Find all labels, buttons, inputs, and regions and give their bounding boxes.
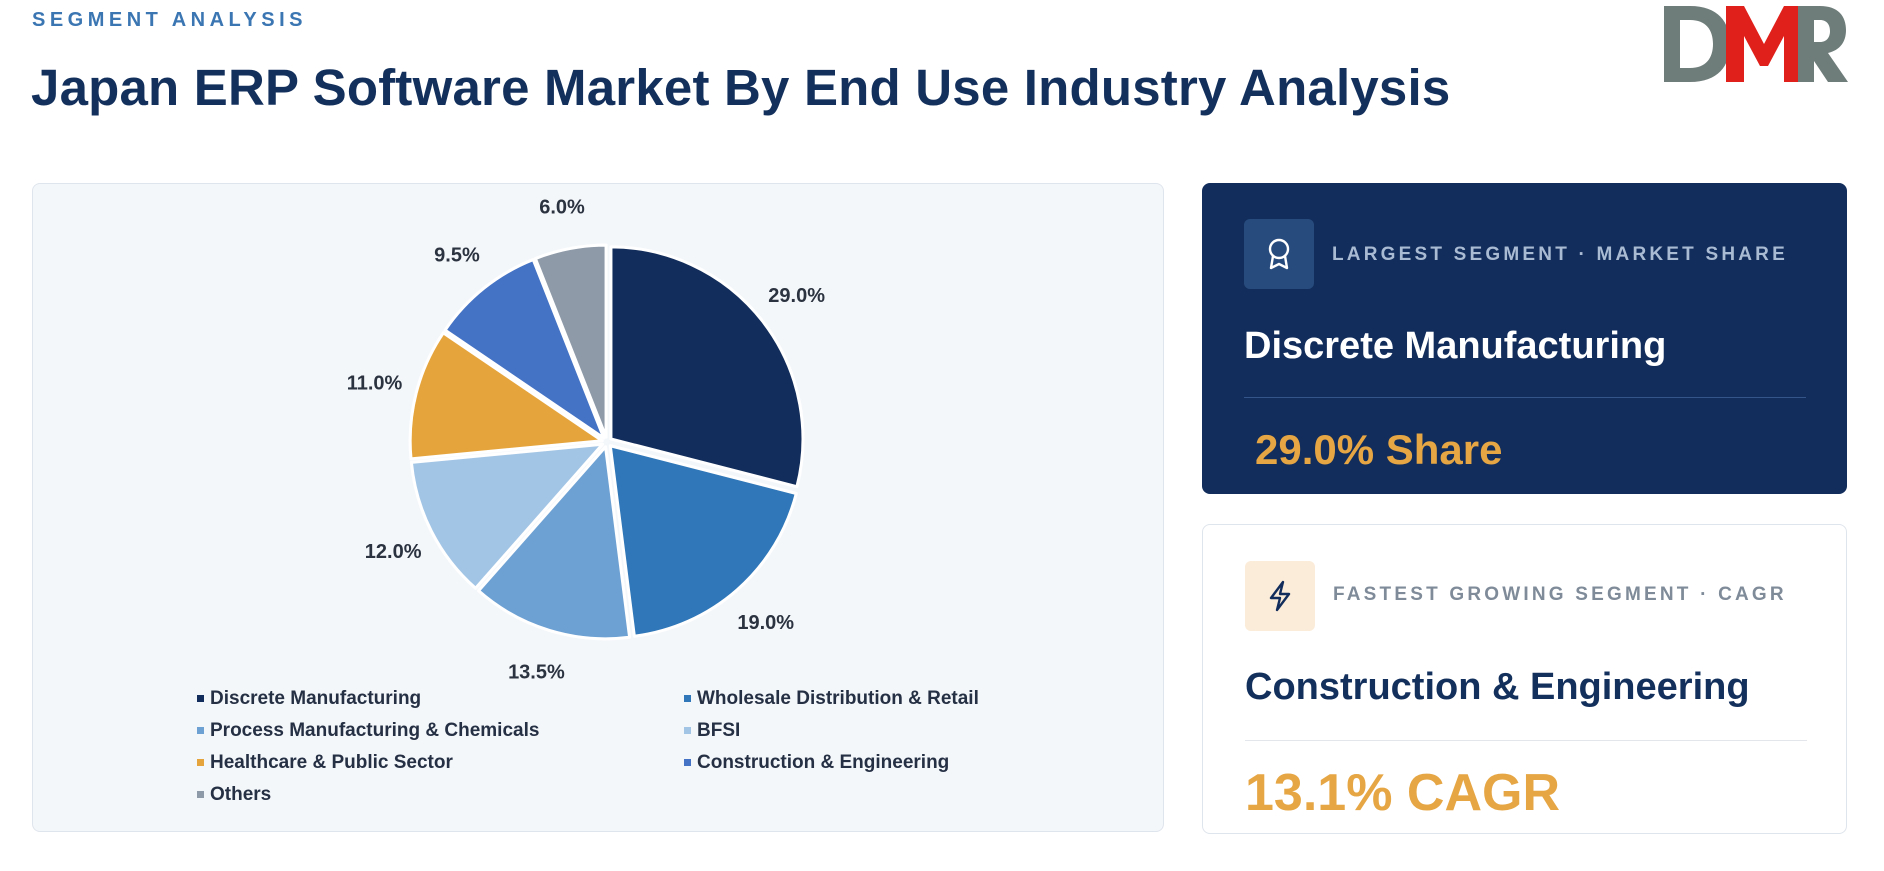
legend-label-2: Process Manufacturing & Chemicals (210, 719, 540, 741)
legend-item-2: Process Manufacturing & Chemicals (197, 719, 684, 742)
lightning-bolt-icon (1245, 561, 1315, 631)
largest-segment-name: Discrete Manufacturing (1244, 325, 1667, 367)
legend-label-5: Construction & Engineering (697, 751, 950, 773)
section-eyebrow: SEGMENT ANALYSIS (32, 9, 307, 31)
legend-label-1: Wholesale Distribution & Retail (697, 687, 979, 709)
logo-letter-m (1726, 6, 1800, 82)
pie-slice-4 (408, 331, 604, 461)
divider (1245, 740, 1807, 741)
chart-legend: Discrete Manufacturing Wholesale Distribu… (197, 687, 1017, 806)
legend-label-3: BFSI (697, 719, 741, 741)
pie-slice-5 (443, 258, 606, 440)
dmr-logo (1664, 6, 1848, 82)
legend-swatch-1 (684, 695, 691, 702)
legend-swatch-4 (197, 759, 204, 766)
logo-letter-d (1664, 6, 1730, 82)
page-title: Japan ERP Software Market By End Use Ind… (31, 59, 1451, 116)
largest-segment-label: LARGEST SEGMENT · MARKET SHARE (1332, 244, 1788, 265)
pie-data-label-3: 12.0% (365, 541, 422, 563)
fastest-growing-cagr: 13.1% CAGR (1245, 764, 1560, 822)
legend-item-5: Construction & Engineering (684, 751, 1014, 774)
legend-label-0: Discrete Manufacturing (210, 687, 422, 709)
pie-data-label-2: 13.5% (508, 661, 565, 683)
legend-item-3: BFSI (684, 719, 1014, 742)
fastest-growing-card: FASTEST GROWING SEGMENT · CAGR Construct… (1202, 524, 1847, 834)
pie-data-label-0: 29.0% (768, 285, 825, 307)
legend-swatch-2 (197, 727, 204, 734)
pie-data-label-1: 19.0% (737, 612, 794, 634)
legend-label-6: Others (210, 783, 272, 805)
legend-swatch-5 (684, 759, 691, 766)
divider (1244, 397, 1806, 398)
largest-segment-card: LARGEST SEGMENT · MARKET SHARE Discrete … (1202, 183, 1847, 494)
pie-slice-0 (609, 245, 805, 489)
pie-slice-1 (608, 444, 798, 638)
legend-item-0: Discrete Manufacturing (197, 687, 684, 710)
legend-item-1: Wholesale Distribution & Retail (684, 687, 1014, 710)
legend-swatch-3 (684, 727, 691, 734)
legend-swatch-6 (197, 791, 204, 798)
largest-segment-share: 29.0% Share (1255, 426, 1503, 473)
pie-data-label-4: 11.0% (347, 372, 403, 394)
legend-item-6: Others (197, 783, 684, 806)
pie-slice-2 (477, 445, 632, 641)
pie-data-label-5: 9.5% (434, 245, 480, 267)
pie-chart: 29.0% 19.0% 13.5% 12.0% 11.0% 9.5% 6.0% (347, 196, 825, 683)
legend-swatch-0 (197, 695, 204, 702)
pie-slice-3 (409, 442, 605, 590)
pie-data-label-6: 6.0% (539, 196, 585, 218)
logo-letter-r (1798, 6, 1848, 82)
legend-label-4: Healthcare & Public Sector (210, 751, 453, 773)
fastest-growing-label: FASTEST GROWING SEGMENT · CAGR (1333, 584, 1787, 605)
chart-card: 29.0% 19.0% 13.5% 12.0% 11.0% 9.5% 6.0% Discre… (32, 183, 1164, 832)
legend-item-4: Healthcare & Public Sector (197, 751, 684, 774)
award-ribbon-icon (1244, 219, 1314, 289)
fastest-growing-name: Construction & Engineering (1245, 666, 1750, 708)
pie-slice-6 (533, 243, 608, 439)
